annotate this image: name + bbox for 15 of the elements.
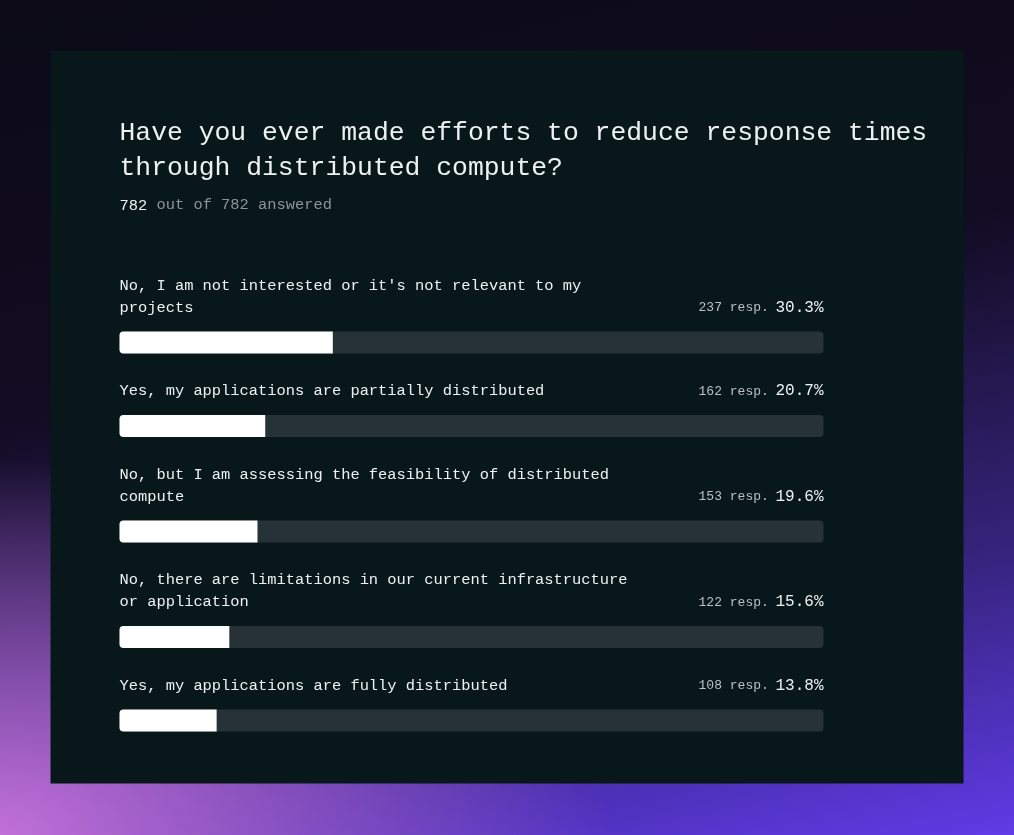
data-label: 153 resp. 19.6% [698,487,824,506]
y-tick-label: No, there are limitations in our current infrastructure or application [119,571,628,611]
data-label: 122 resp. 15.6% [698,593,824,611]
data-label: 162 resp. 20.7% [698,382,824,400]
bar [119,331,333,354]
data-label: 108 resp. 13.8% [698,676,824,695]
chart-title: Have you ever made efforts to reduce response times through distributed compute? [119,117,928,183]
bar [119,709,217,732]
y-tick-label: Yes, my applications are fully distributed [119,676,508,695]
y-tick-label: No, I am not interested or it's not relevant to my projects [119,276,582,317]
chart-subtitle: 782 out of 782 answered [119,195,332,215]
data-label: 237 resp. 30.3% [698,298,824,317]
y-tick-label: No, but I am assessing the feasibility of distributed compute [119,465,610,506]
bar [119,520,258,543]
y-tick-label: Yes, my applications are partially distributed [119,382,545,400]
